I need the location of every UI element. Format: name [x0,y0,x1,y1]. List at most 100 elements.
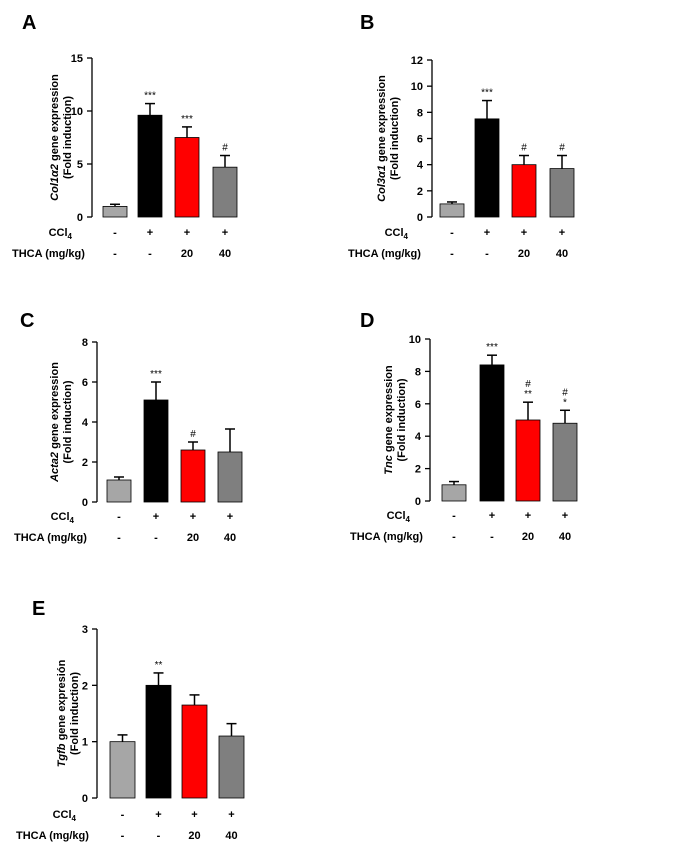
y-tick-label: 2 [417,186,423,198]
y-axis-label: Tnc gene expression [383,365,395,475]
ccl4-label-main: CCl [51,511,70,523]
y-tick-label: 8 [417,107,423,119]
thca-cell: - [113,248,117,260]
chart-d: 0 2 4 6 8 10 Tnc gene expression (Fold inductio… [350,334,578,543]
y-tick-label: 4 [82,417,89,429]
ccl4-label-sub: 4 [68,232,73,241]
significance-label: # [222,143,228,154]
ccl4-cell: + [484,227,490,239]
y-tick-label: 4 [417,160,424,172]
ccl4-cell: + [153,511,159,523]
significance-label: # [559,143,565,154]
ccl4-cell: + [227,511,233,523]
y-axis-label-suffix: gene expression [376,75,388,165]
thca-cell: - [121,830,125,842]
y-tick-label: 0 [82,497,88,509]
significance-label: ** [155,660,163,671]
thca-cell: 20 [522,531,534,543]
y-axis-label-line2: (Fold induction) [62,380,74,463]
y-axis-label: Col3α1 gene expression [376,75,388,202]
y-tick-label: 5 [77,159,83,171]
significance-label: *** [486,342,498,353]
bar [106,479,132,503]
thca-row-label: THCA (mg/kg) [348,248,421,260]
ccl4-cell: + [191,809,197,821]
bar [180,449,206,503]
ccl4-cell: + [521,227,527,239]
thca-cell: 40 [219,248,231,260]
thca-cell: - [117,532,121,544]
ccl4-label-sub: 4 [70,516,75,525]
y-tick-label: 0 [77,212,83,224]
significance-label: # [562,387,568,398]
thca-cell: - [490,531,494,543]
ccl4-row-label: CCl4 [385,227,409,241]
bar [439,203,465,218]
y-axis-label: Acta2 gene expression [49,362,61,483]
y-tick-label: 2 [82,680,88,692]
ccl4-cell: - [117,511,121,523]
panel-e: E 0 1 2 3 Tgfb gene expresión (Fold induction… [0,590,320,858]
bar [552,422,578,502]
bar [181,704,208,799]
thca-cell: 20 [181,248,193,260]
ccl4-cell: + [222,227,228,239]
panel-letter-e: E [32,598,46,620]
ccl4-cell: + [525,510,531,522]
bar [109,741,136,799]
ccl4-label-sub: 4 [406,515,411,524]
bar [549,168,575,218]
y-axis-label-gene: Tnc [383,455,395,475]
ccl4-label-sub: 4 [404,232,409,241]
thca-cell: 20 [518,248,530,260]
ccl4-cell: + [155,809,161,821]
chart-c: 0 2 4 6 8 Acta2 gene expression (Fold inductio… [14,337,243,544]
y-tick-label: 3 [82,624,88,636]
significance-label: *** [481,88,493,99]
bar [174,137,200,218]
y-tick-label: 6 [82,377,88,389]
thca-cell: - [148,248,152,260]
ccl4-row-label: CCl4 [49,227,73,241]
panel-a: A 0 5 10 15 Col1α2 gene expression (Fold indu… [0,0,320,268]
panel-c: C 0 2 4 6 8 Acta2 gene expression (Fold induct… [0,300,320,568]
ccl4-cell: + [184,227,190,239]
bar [441,484,467,502]
ccl4-cell: - [452,510,456,522]
y-tick-label: 15 [71,53,83,65]
significance-label: # [525,379,531,390]
bar [515,419,541,502]
y-axis-label: Col1α2 gene expression [49,74,61,201]
y-axis-label-suffix: gene expression [49,74,61,164]
y-axis-label-gene: Tgfb [56,743,68,767]
panel-letter-b: B [360,12,375,34]
thca-cell: - [485,248,489,260]
thca-cell: 20 [188,830,200,842]
bar [137,114,163,218]
ccl4-cell: - [450,227,454,239]
thca-cell: - [157,830,161,842]
bar [217,451,243,503]
y-tick-label: 10 [411,81,423,93]
thca-row-label: THCA (mg/kg) [12,248,85,260]
ccl4-cell: + [559,227,565,239]
thca-cell: - [154,532,158,544]
ccl4-cell: - [113,227,117,239]
ccl4-label-main: CCl [53,809,72,821]
bar [102,205,128,218]
chart-a: 0 5 10 15 Col1α2 gene expression (Fold induct… [12,53,238,260]
y-axis-label-gene: Col3α1 [376,165,388,202]
y-axis-label-gene: Col1α2 [49,164,61,201]
y-tick-label: 10 [409,334,421,346]
bar [479,364,505,502]
y-tick-label: 1 [82,737,88,749]
y-tick-label: 0 [82,793,88,805]
ccl4-row-label: CCl4 [51,511,75,525]
ccl4-cell: + [489,510,495,522]
panel-d: D 0 2 4 6 8 10 Tnc gene expression (Fold induct… [330,300,650,568]
thca-cell: - [452,531,456,543]
ccl4-cell: + [190,511,196,523]
panel-b: B 0 2 4 6 8 10 12 Col3α1 gene expression (Fold i… [330,0,650,268]
ccl4-label-main: CCl [387,510,406,522]
panel-letter-d: D [360,310,375,332]
